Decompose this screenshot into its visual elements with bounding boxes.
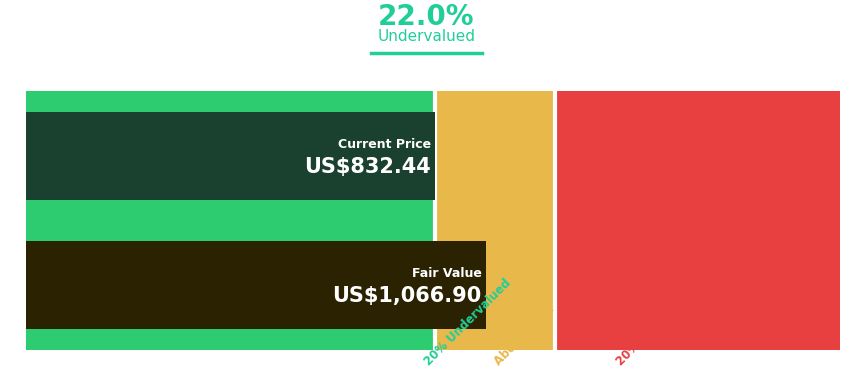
Text: About Right: About Right [492,303,556,368]
Text: US$1,066.90: US$1,066.90 [332,287,481,306]
Text: Undervalued: Undervalued [377,28,475,44]
Text: Fair Value: Fair Value [412,267,481,280]
Bar [26,112,435,200]
Text: US$832.44: US$832.44 [304,157,430,177]
Text: Current Price: Current Price [337,138,430,151]
Text: 20% Overvalued: 20% Overvalued [613,283,699,368]
Bar [26,241,486,329]
Text: 22.0%: 22.0% [377,3,475,31]
Text: 20% Undervalued: 20% Undervalued [422,277,513,368]
Bar [435,91,555,350]
Bar [26,91,435,350]
Bar [555,91,839,350]
